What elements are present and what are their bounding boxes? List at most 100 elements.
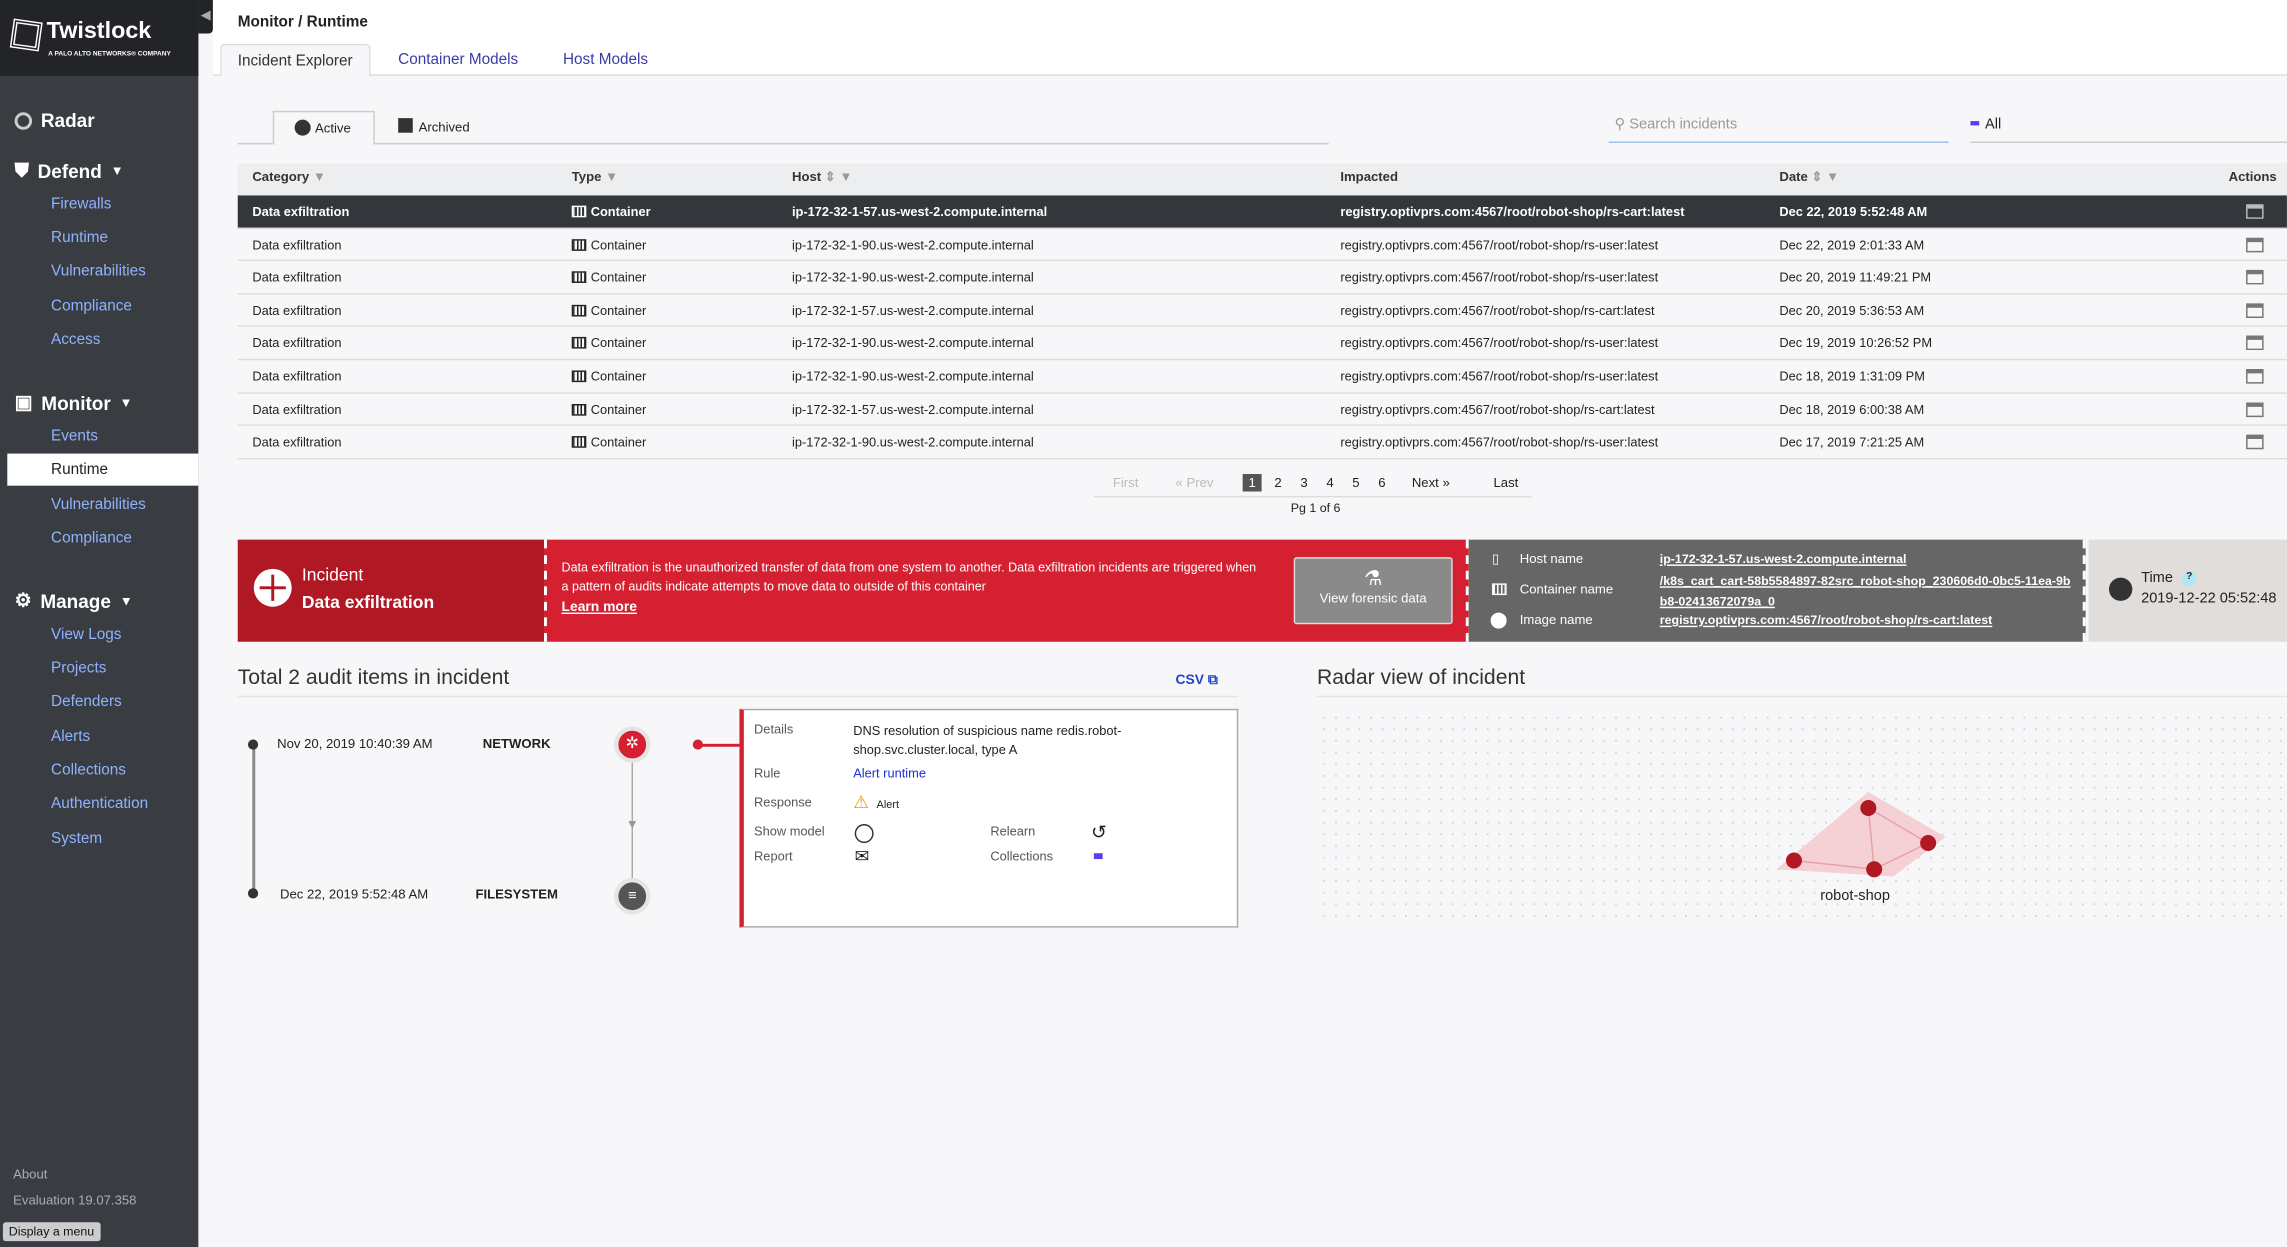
- page-2[interactable]: 2: [1274, 475, 1282, 491]
- tab-container-models[interactable]: Container Models: [398, 51, 519, 69]
- page-last[interactable]: Last: [1493, 475, 1519, 491]
- sidebar-item-monitor-compliance[interactable]: Compliance: [51, 529, 132, 547]
- container-icon: [1492, 582, 1511, 597]
- sidebar-item-events[interactable]: Events: [51, 427, 98, 445]
- sidebar-item-defend-compliance[interactable]: Compliance: [51, 297, 132, 316]
- sidebar-item-projects[interactable]: Projects: [51, 659, 107, 677]
- sidebar-item-collections[interactable]: Collections: [51, 761, 126, 779]
- sidebar-item-system[interactable]: System: [51, 829, 103, 848]
- subtab-archived[interactable]: Archived: [398, 111, 470, 145]
- sidebar-item-firewalls[interactable]: Firewalls: [51, 195, 112, 213]
- help-icon[interactable]: ?: [2181, 571, 2197, 587]
- search-placeholder: Search incidents: [1629, 116, 1738, 133]
- radar-canvas[interactable]: robot-shop: [1318, 711, 2287, 927]
- archive-icon[interactable]: [2246, 336, 2264, 351]
- table-row[interactable]: Data exfiltration Container ip-172-32-1-57…: [237, 294, 2287, 328]
- cell-impacted: registry.optivprs.com:4567/root/robot-sh…: [1340, 237, 1658, 252]
- sidebar-item-authentication[interactable]: Authentication: [51, 794, 149, 813]
- collection-swatch-icon: [1093, 853, 1103, 860]
- search-input[interactable]: ⚲ Search incidents: [1608, 112, 1949, 143]
- archive-icon[interactable]: [2246, 270, 2264, 285]
- audit-item-type[interactable]: FILESYSTEM: [475, 886, 558, 902]
- filter-icon: ▼: [312, 169, 326, 184]
- table-row[interactable]: Data exfiltration Container ip-172-32-1-90…: [237, 426, 2287, 460]
- page-next[interactable]: Next »: [1411, 475, 1450, 491]
- cell-text: Dec 20, 2019 11:49:21 PM: [1779, 270, 1932, 285]
- archive-icon[interactable]: [2246, 434, 2264, 450]
- audit-item-date[interactable]: Dec 22, 2019 5:52:48 AM: [280, 886, 429, 902]
- filesystem-icon[interactable]: ≡: [614, 878, 651, 915]
- relearn-icon[interactable]: ↺: [1090, 821, 1107, 844]
- cell-date: Dec 22, 2019 5:52:48 AM: [1779, 204, 1927, 219]
- connector-line: [700, 743, 741, 747]
- view-forensic-data-button[interactable]: ⚗ View forensic data: [1293, 557, 1453, 625]
- archive-icon[interactable]: [2246, 369, 2264, 384]
- archive-icon[interactable]: [2246, 204, 2264, 219]
- radar-node: [1920, 834, 1937, 852]
- sidebar-item-defend-vulnerabilities[interactable]: Vulnerabilities: [51, 262, 146, 281]
- audit-item-date[interactable]: Nov 20, 2019 10:40:39 AM: [277, 736, 433, 752]
- collapse-sidebar-button[interactable]: ◀: [198, 0, 213, 34]
- logo[interactable]: Twistlock A PALO ALTO NETWORKS® COMPANY: [0, 0, 199, 76]
- col-host[interactable]: Host ⇕ ▼: [791, 169, 853, 184]
- page-3[interactable]: 3: [1300, 475, 1308, 491]
- cell-text: ip-172-32-1-90.us-west-2.compute.interna…: [791, 336, 1034, 351]
- page-prev[interactable]: « Prev: [1175, 475, 1214, 491]
- archive-icon[interactable]: [2246, 401, 2264, 417]
- gear-icon: ⚙: [14, 589, 32, 612]
- nav-radar[interactable]: Radar: [14, 109, 95, 131]
- nav-defend[interactable]: ⛊ Defend ▼: [15, 159, 124, 182]
- table-row[interactable]: Data exfiltration Container ip-172-32-1-90…: [237, 360, 2287, 394]
- show-model-label: Show model: [754, 824, 825, 839]
- archive-icon[interactable]: [2246, 303, 2264, 318]
- show-model-icon[interactable]: [854, 824, 874, 844]
- envelope-icon[interactable]: ✉: [854, 845, 870, 867]
- cell-text: Container: [590, 434, 647, 450]
- twistlock-logo-icon: [9, 18, 43, 52]
- about-link[interactable]: About: [13, 1166, 48, 1182]
- button-label: View forensic data: [1319, 590, 1427, 606]
- sidebar-item-defenders[interactable]: Defenders: [51, 692, 122, 711]
- table-row[interactable]: Data exfiltration Container ip-172-32-1-90…: [237, 327, 2287, 361]
- timeline-dot: [247, 888, 259, 899]
- archive-icon[interactable]: [2246, 237, 2264, 252]
- sidebar-item-access[interactable]: Access: [51, 331, 101, 349]
- tab-host-models[interactable]: Host Models: [562, 51, 649, 69]
- col-type[interactable]: Type ▼: [571, 169, 619, 184]
- learn-more-link[interactable]: Learn more: [561, 599, 637, 616]
- table-row[interactable]: Data exfiltration Container ip-172-32-1-57…: [237, 393, 2287, 427]
- sidebar-item-monitor-vulnerabilities[interactable]: Vulnerabilities: [51, 495, 146, 514]
- sidebar-item-view-logs[interactable]: View Logs: [51, 625, 122, 644]
- container-link[interactable]: /k8s_cart_cart-58b5584897-82src_robot-sh…: [1659, 573, 2071, 609]
- collection-filter[interactable]: All: [1970, 112, 2287, 143]
- rule-link[interactable]: Alert runtime: [853, 765, 926, 781]
- nav-manage[interactable]: ⚙ Manage ▼: [15, 589, 133, 612]
- audit-item-type[interactable]: NETWORK: [482, 736, 551, 752]
- page-4[interactable]: 4: [1326, 475, 1334, 491]
- subtab-active[interactable]: Active: [272, 110, 375, 145]
- page-5[interactable]: 5: [1352, 475, 1360, 491]
- cell-impacted: registry.optivprs.com:4567/root/robot-sh…: [1340, 369, 1658, 384]
- table-row[interactable]: Data exfiltration Container ip-172-32-1-57…: [237, 195, 2287, 229]
- version: Evaluation 19.07.358: [13, 1193, 137, 1208]
- table-row[interactable]: Data exfiltration Container ip-172-32-1-90…: [237, 228, 2287, 262]
- csv-export-link[interactable]: CSV ⧉: [1175, 672, 1218, 689]
- network-icon[interactable]: ✲: [614, 726, 651, 763]
- sidebar-item-defend-runtime[interactable]: Runtime: [51, 228, 109, 247]
- nav-monitor[interactable]: ▣ Monitor ▼: [15, 391, 133, 414]
- sidebar-item-monitor-runtime[interactable]: Runtime: [7, 453, 199, 486]
- flow-line: [631, 761, 633, 881]
- radar-cluster-graph[interactable]: [1318, 712, 2286, 926]
- col-category[interactable]: Category ▼: [252, 169, 326, 184]
- table-row[interactable]: Data exfiltration Container ip-172-32-1-90…: [237, 261, 2287, 295]
- image-link[interactable]: registry.optivprs.com:4567/root/robot-sh…: [1659, 612, 1993, 628]
- host-link[interactable]: ip-172-32-1-57.us-west-2.compute.interna…: [1659, 551, 1907, 566]
- tab-incident-explorer[interactable]: Incident Explorer: [220, 43, 371, 76]
- table-header: [237, 163, 2287, 196]
- sidebar-item-alerts[interactable]: Alerts: [51, 727, 91, 746]
- col-date[interactable]: Date ⇕ ▼: [1779, 169, 1840, 184]
- cell-category: Data exfiltration: [252, 402, 341, 417]
- page-1[interactable]: 1: [1242, 474, 1262, 492]
- page-6[interactable]: 6: [1378, 475, 1386, 491]
- page-first[interactable]: First: [1112, 475, 1139, 491]
